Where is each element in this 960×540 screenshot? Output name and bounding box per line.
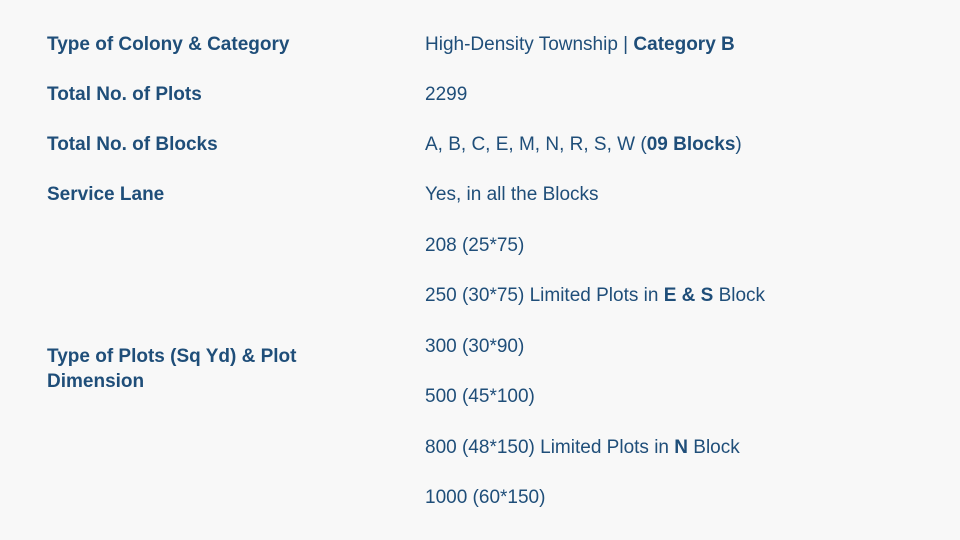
value-text: A, B, C, E, M, N, R, S, W (: [425, 134, 647, 155]
label-colony-type: Type of Colony & Category: [47, 34, 290, 55]
value-service-lane: Yes, in all the Blocks: [425, 184, 599, 205]
label-service-lane: Service Lane: [47, 184, 165, 205]
label-total-plots: Total No. of Plots: [47, 84, 202, 105]
value-bold: Category B: [633, 34, 735, 55]
value-bold: 09 Blocks: [646, 134, 736, 155]
label-total-blocks: Total No. of Blocks: [47, 134, 218, 155]
label-plot-types: Type of Plots (Sq Yd) & Plot Dimension: [47, 346, 297, 392]
plot-type-item: 800 (48*150) Limited Plots in N Block: [425, 435, 740, 460]
value-text: Block: [713, 285, 766, 306]
value-text: 800 (48*150) Limited Plots in: [425, 437, 675, 458]
value-text: High-Density Township |: [425, 34, 634, 55]
plot-type-item: 500 (45*100): [425, 386, 535, 407]
value-text: Block: [688, 437, 740, 458]
plot-type-item: 208 (25*75): [425, 235, 525, 256]
value-bold: N: [674, 437, 688, 458]
plot-type-item: 300 (30*90): [425, 336, 525, 357]
value-bold: E & S: [663, 285, 714, 306]
plot-type-item: 1000 (60*150): [425, 487, 546, 508]
value-colony-type: High-Density Township | Category B: [425, 32, 735, 57]
value-total-plots: 2299: [425, 84, 468, 105]
value-total-blocks: A, B, C, E, M, N, R, S, W (09 Blocks): [425, 132, 742, 157]
value-text: ): [735, 134, 742, 155]
value-text: 250 (30*75) Limited Plots in: [425, 285, 664, 306]
plot-type-item: 250 (30*75) Limited Plots in E & S Block: [425, 283, 765, 308]
